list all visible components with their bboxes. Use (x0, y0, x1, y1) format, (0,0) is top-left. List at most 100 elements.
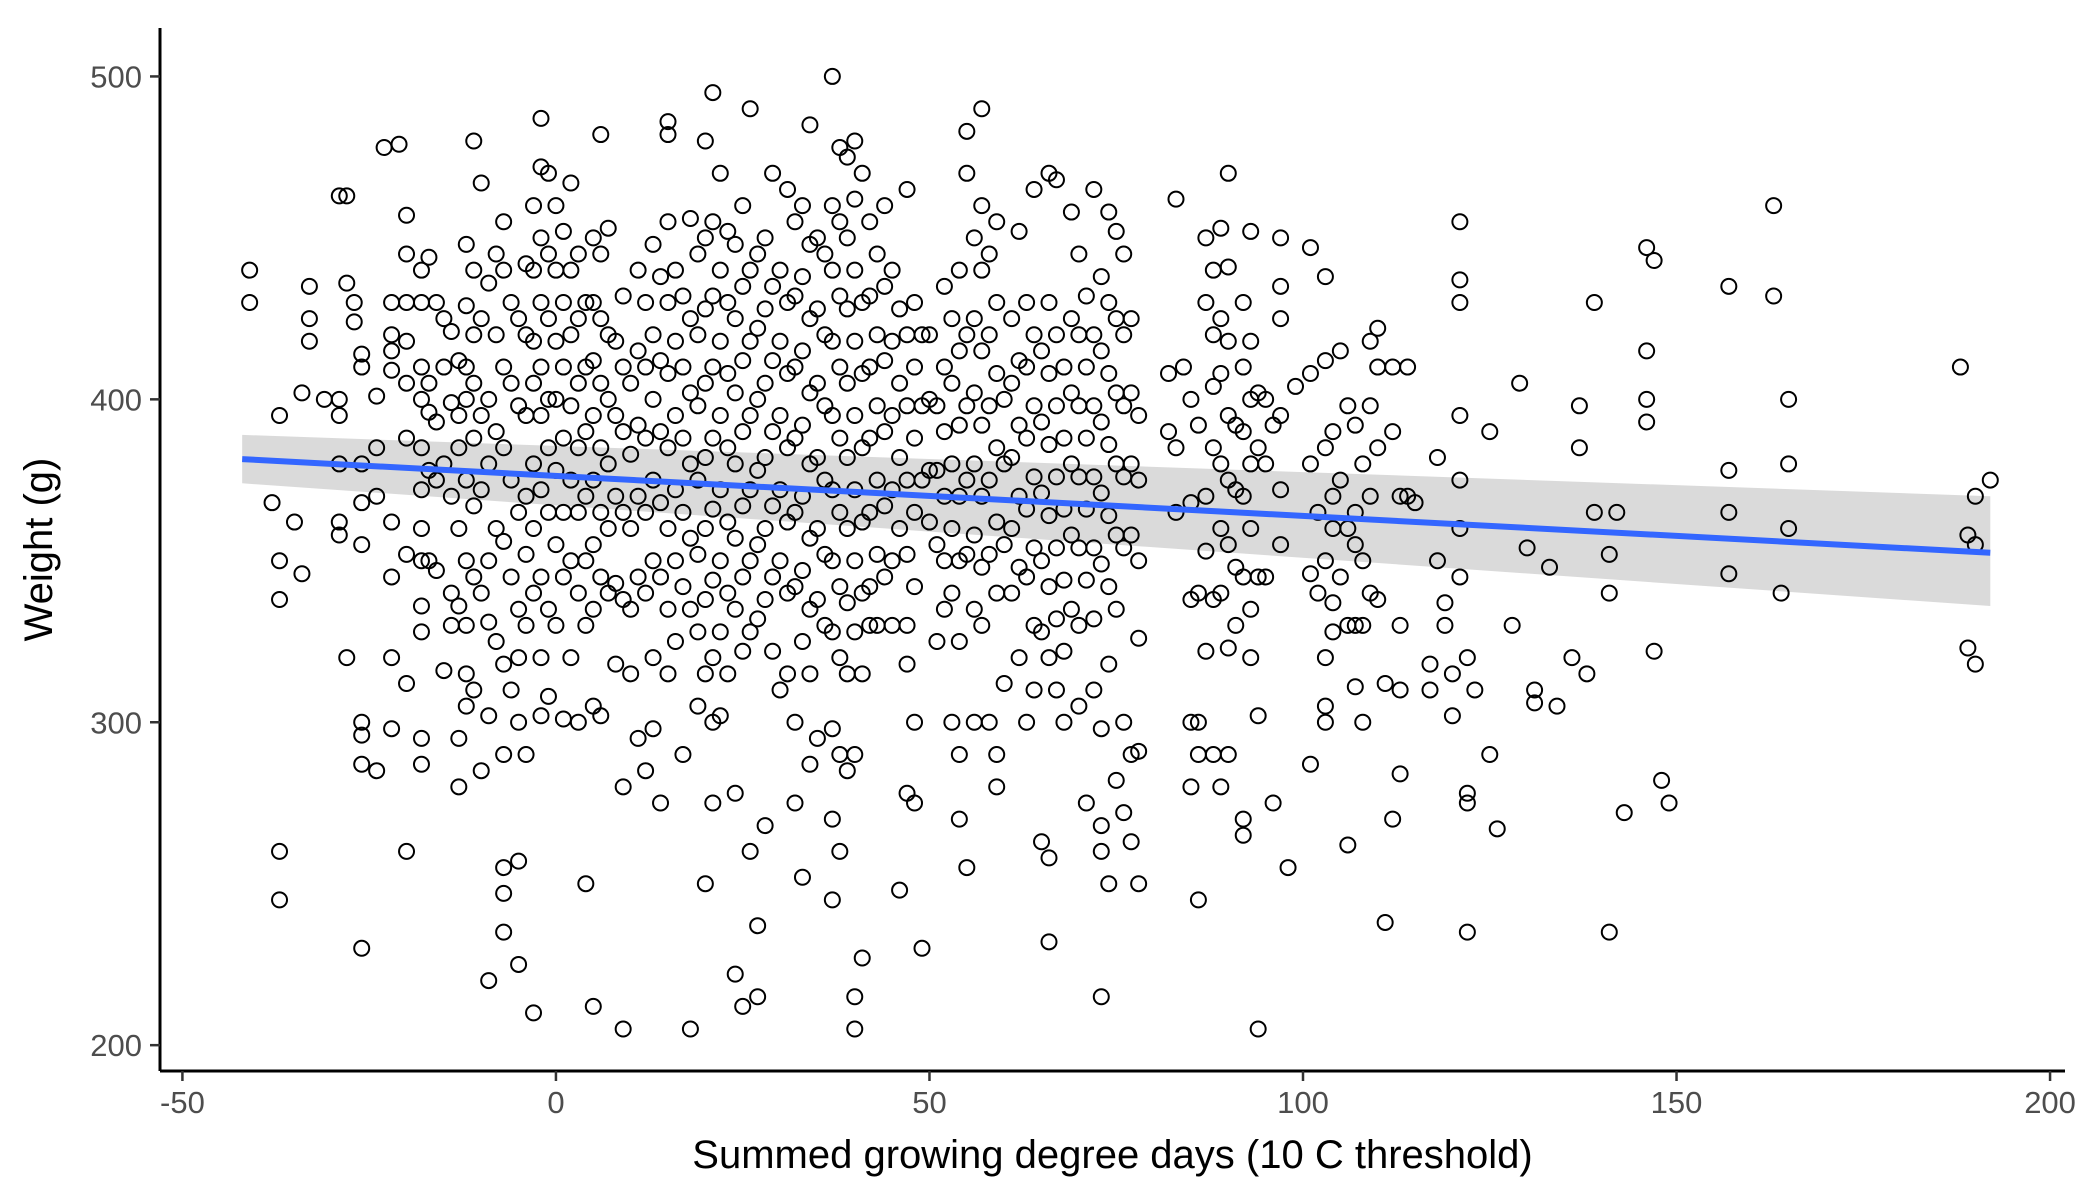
data-point (271, 591, 289, 609)
data-point (1115, 539, 1133, 557)
data-point (569, 245, 587, 263)
data-point (1204, 439, 1222, 457)
data-point (838, 520, 856, 538)
data-point (532, 649, 550, 667)
data-point (681, 600, 699, 618)
data-point (442, 487, 460, 505)
data-point (480, 613, 498, 631)
data-point (1966, 487, 1984, 505)
data-point (427, 561, 445, 579)
data-point (973, 342, 991, 360)
data-point (689, 623, 707, 641)
data-point (696, 665, 714, 683)
data-point (711, 406, 729, 424)
data-point (906, 578, 924, 596)
data-point (913, 326, 931, 344)
data-point (1204, 377, 1222, 395)
data-point (704, 84, 722, 102)
data-point (652, 352, 670, 370)
data-point (532, 109, 550, 127)
data-point (786, 794, 804, 812)
data-point (450, 520, 468, 538)
data-point (846, 1020, 864, 1038)
data-point (629, 487, 647, 505)
data-point (1130, 629, 1148, 647)
data-point (965, 526, 983, 544)
data-point (1242, 600, 1260, 618)
data-point (928, 461, 946, 479)
data-point (1055, 713, 1073, 731)
data-point (450, 597, 468, 615)
data-point (1301, 239, 1319, 257)
data-point (1481, 746, 1499, 764)
data-point (764, 164, 782, 182)
data-point (442, 584, 460, 602)
data-point (1585, 503, 1603, 521)
data-point (457, 697, 475, 715)
data-point (427, 413, 445, 431)
data-point (1361, 487, 1379, 505)
data-point (539, 390, 557, 408)
data-point (300, 332, 318, 350)
data-point (607, 332, 625, 350)
data-point (622, 665, 640, 683)
data-point (771, 261, 789, 279)
data-point (1219, 258, 1237, 276)
data-point (995, 675, 1013, 693)
data-point (674, 287, 692, 305)
data-point (1458, 794, 1476, 812)
data-point (1511, 374, 1529, 392)
data-point (390, 135, 408, 153)
data-point (487, 326, 505, 344)
data-point (652, 494, 670, 512)
data-point (614, 358, 632, 376)
data-point (539, 687, 557, 705)
data-point (726, 784, 744, 802)
data-point (1645, 251, 1663, 269)
data-point (808, 520, 826, 538)
data-point (457, 665, 475, 683)
data-point (711, 164, 729, 182)
data-point (1189, 713, 1207, 731)
data-point (1160, 423, 1178, 441)
data-point (793, 268, 811, 286)
data-point (1219, 639, 1237, 657)
data-point (935, 277, 953, 295)
data-point (958, 859, 976, 877)
data-point (1062, 455, 1080, 473)
data-point (1638, 390, 1656, 408)
data-point (241, 261, 259, 279)
data-point (569, 713, 587, 731)
data-point (898, 545, 916, 563)
data-point (1354, 455, 1372, 473)
data-point (1085, 468, 1103, 486)
data-point (1189, 584, 1207, 602)
data-point (1040, 578, 1058, 596)
data-point (1092, 720, 1110, 738)
data-point (689, 245, 707, 263)
data-point (1301, 455, 1319, 473)
data-point (943, 455, 961, 473)
data-point (1951, 358, 1969, 376)
data-point (1301, 365, 1319, 383)
data-point (950, 810, 968, 828)
data-point (472, 174, 490, 192)
data-point (1720, 277, 1738, 295)
data-point (846, 190, 864, 208)
data-point (876, 197, 894, 215)
data-point (1040, 507, 1058, 525)
data-point (980, 397, 998, 415)
data-point (1346, 536, 1364, 554)
data-point (920, 461, 938, 479)
data-point (472, 406, 490, 424)
data-point (398, 842, 416, 860)
data-point (1316, 439, 1334, 457)
confidence-band (242, 434, 1991, 607)
data-point (1369, 319, 1387, 337)
data-point (338, 274, 356, 292)
data-point (965, 455, 983, 473)
data-point (412, 390, 430, 408)
data-point (1055, 642, 1073, 660)
data-point (659, 293, 677, 311)
